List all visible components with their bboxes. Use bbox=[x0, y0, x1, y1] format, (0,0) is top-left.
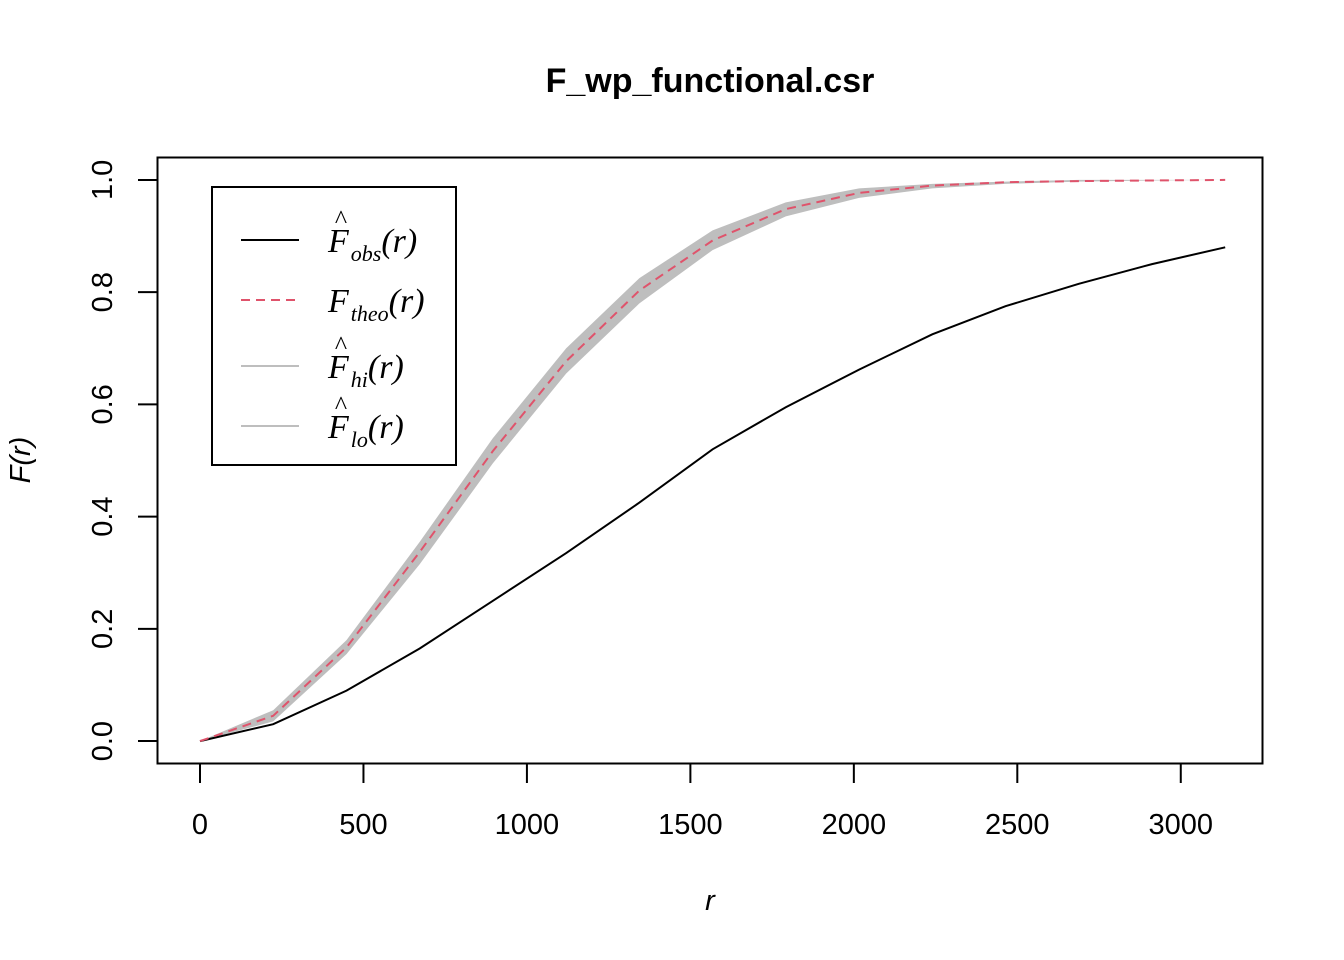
x-tick-label: 2000 bbox=[822, 809, 887, 841]
legend-suffix: (r) bbox=[381, 223, 417, 260]
legend-label-obs: Fobs(r) bbox=[327, 223, 417, 266]
legend-suffix: (r) bbox=[368, 409, 404, 446]
legend-hat-obs: ^ bbox=[335, 205, 347, 234]
y-tick-label: 0.0 bbox=[87, 721, 119, 761]
y-tick-label: 1.0 bbox=[87, 160, 119, 200]
legend-suffix: (r) bbox=[368, 349, 404, 386]
x-tick-label: 0 bbox=[192, 809, 208, 841]
y-tick-label: 0.2 bbox=[87, 609, 119, 649]
legend-main: F bbox=[327, 283, 350, 320]
legend-subscript: lo bbox=[351, 427, 368, 452]
y-axis: 0.0 0.2 0.4 0.6 0.8 1.0 bbox=[87, 160, 159, 761]
envelope-band bbox=[200, 179, 1226, 742]
legend-subscript: hi bbox=[351, 367, 368, 392]
x-axis: 0 500 1000 1500 2000 2500 3000 bbox=[192, 762, 1214, 841]
legend: Fobs(r)^Ftheo(r)Fhi(r)^Flo(r)^ bbox=[211, 186, 457, 466]
x-tick-label: 1500 bbox=[658, 809, 723, 841]
series-line-obs bbox=[199, 246, 1226, 743]
series-line-theo bbox=[199, 178, 1226, 743]
legend-subscript: obs bbox=[351, 241, 382, 266]
chart-title: F_wp_functional.csr bbox=[546, 62, 875, 100]
legend-label-hi: Fhi(r) bbox=[327, 349, 404, 392]
legend-hat-lo: ^ bbox=[335, 391, 347, 420]
x-axis-label: r bbox=[705, 885, 716, 917]
y-tick-label: 0.4 bbox=[87, 496, 119, 536]
legend-label-theo: Ftheo(r) bbox=[327, 283, 425, 326]
x-tick-label: 2500 bbox=[985, 809, 1050, 841]
legend-main: F bbox=[327, 409, 350, 446]
y-axis-label: F(r) bbox=[5, 437, 37, 484]
legend-main: F bbox=[327, 349, 350, 386]
y-tick-label: 0.8 bbox=[87, 272, 119, 312]
y-tick-label: 0.6 bbox=[87, 384, 119, 424]
legend-label-lo: Flo(r) bbox=[327, 409, 404, 452]
plot-area bbox=[199, 178, 1226, 743]
legend-subscript: theo bbox=[351, 301, 389, 326]
legend-main: F bbox=[327, 223, 350, 260]
legend-hat-hi: ^ bbox=[335, 331, 347, 360]
legend-suffix: (r) bbox=[389, 283, 425, 320]
x-tick-label: 1000 bbox=[495, 809, 560, 841]
legend-box bbox=[211, 186, 457, 466]
x-tick-label: 3000 bbox=[1149, 809, 1214, 841]
x-tick-label: 500 bbox=[339, 809, 387, 841]
